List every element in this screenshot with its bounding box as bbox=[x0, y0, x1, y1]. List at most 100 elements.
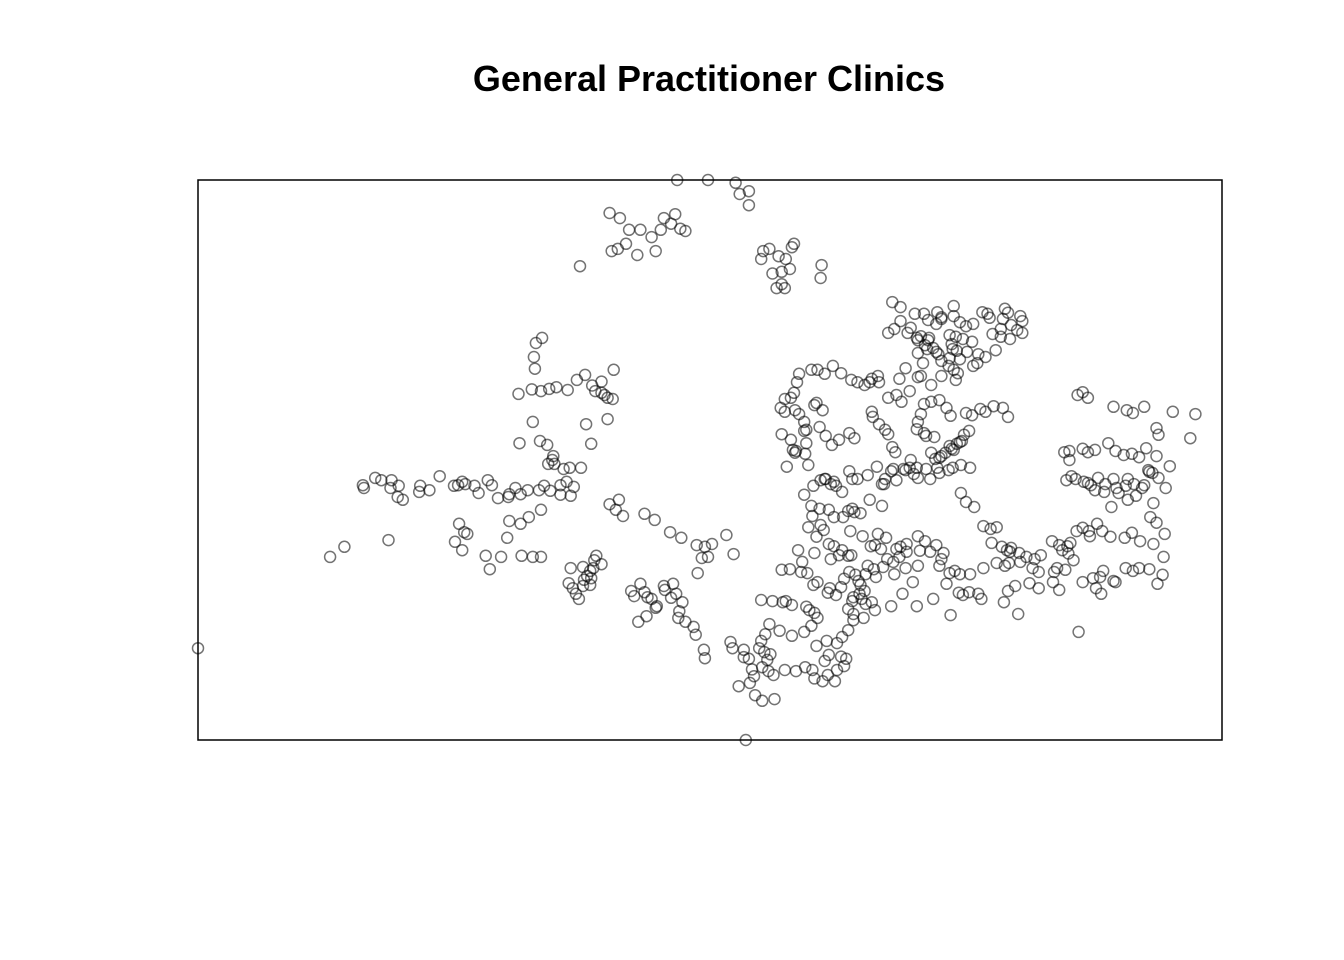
clinic-point bbox=[528, 362, 542, 375]
clinic-point bbox=[899, 361, 912, 375]
clinic-point bbox=[609, 503, 623, 517]
clinic-point bbox=[526, 550, 540, 564]
clinic-point bbox=[605, 244, 618, 258]
clinic-point bbox=[645, 230, 658, 244]
clinic-point bbox=[598, 388, 611, 402]
clinic-point bbox=[903, 384, 916, 398]
clinic-point bbox=[829, 588, 843, 602]
clinic-point bbox=[770, 281, 783, 295]
clinic-point bbox=[1082, 524, 1096, 538]
clinic-point bbox=[933, 559, 946, 573]
clinic-point bbox=[949, 373, 963, 387]
clinic-point bbox=[767, 668, 780, 682]
clinic-point bbox=[491, 491, 505, 505]
clinic-point bbox=[1105, 500, 1118, 514]
clinic-point bbox=[875, 499, 889, 513]
clinic-point bbox=[357, 481, 371, 495]
clinic-point bbox=[1121, 493, 1135, 507]
clinic-point bbox=[754, 634, 768, 648]
clinic-point bbox=[455, 475, 469, 489]
clinic-point bbox=[834, 650, 848, 663]
clinic-point bbox=[649, 244, 662, 258]
clinic-point bbox=[843, 464, 856, 478]
clinic-point bbox=[811, 611, 824, 625]
clinic-point bbox=[1143, 562, 1156, 576]
clinic-point bbox=[752, 641, 766, 655]
clinic-point bbox=[515, 549, 528, 563]
clinic-point bbox=[550, 380, 563, 394]
clinic-point bbox=[962, 585, 976, 599]
clinic-point bbox=[1072, 625, 1085, 639]
clinic-point bbox=[1151, 577, 1164, 591]
clinic-point bbox=[906, 575, 920, 589]
clinic-point bbox=[1157, 550, 1170, 564]
clinic-point bbox=[822, 648, 836, 662]
clinic-point bbox=[747, 669, 761, 683]
clinic-point bbox=[1011, 607, 1025, 621]
clinic-point bbox=[972, 347, 985, 361]
clinic-point bbox=[943, 566, 956, 580]
clinic-point bbox=[890, 542, 903, 556]
clinic-point bbox=[975, 592, 988, 606]
clinic-point bbox=[828, 674, 842, 688]
clinic-point bbox=[894, 300, 907, 314]
clinic-point bbox=[527, 350, 541, 364]
clinic-point bbox=[1133, 534, 1147, 548]
clinic-point bbox=[911, 559, 925, 573]
clinic-point bbox=[755, 694, 769, 708]
clinic-point bbox=[945, 337, 958, 351]
clinic-point bbox=[657, 211, 671, 225]
clinic-point bbox=[1045, 534, 1059, 548]
clinic-point bbox=[562, 576, 575, 590]
clinic-point bbox=[472, 486, 485, 500]
clinic-point bbox=[595, 386, 608, 400]
clinic-point bbox=[664, 591, 678, 605]
clinic-point bbox=[675, 531, 688, 545]
clinic-point bbox=[822, 537, 836, 551]
clinic-point bbox=[795, 555, 809, 569]
clinic-point bbox=[857, 611, 870, 625]
clinic-point bbox=[1107, 574, 1120, 588]
clinic-point bbox=[754, 593, 768, 607]
clinic-point bbox=[956, 332, 970, 346]
clinic-point bbox=[554, 478, 567, 492]
clinic-point bbox=[622, 223, 636, 237]
clinic-point bbox=[384, 481, 397, 495]
clinic-point bbox=[887, 462, 900, 476]
clinic-point bbox=[1159, 481, 1172, 495]
clinic-point bbox=[664, 217, 678, 230]
clinic-point bbox=[778, 392, 792, 406]
clinic-point bbox=[412, 485, 426, 499]
clinic-point bbox=[567, 480, 581, 494]
clinic-point bbox=[541, 457, 555, 471]
clinic-point bbox=[1107, 400, 1120, 414]
clinic-point bbox=[1083, 529, 1097, 543]
clinic-point bbox=[845, 548, 858, 562]
clinic-point bbox=[943, 351, 956, 365]
clinic-point bbox=[826, 359, 840, 373]
clinic-point bbox=[1132, 561, 1146, 575]
clinic-point bbox=[1063, 444, 1076, 458]
clinic-point bbox=[861, 559, 874, 573]
clinic-point bbox=[802, 458, 815, 472]
clinic-point bbox=[720, 528, 733, 542]
clinic-point bbox=[1062, 547, 1075, 560]
clinic-point bbox=[888, 567, 901, 581]
clinic-point bbox=[856, 529, 869, 543]
clinic-point bbox=[1119, 479, 1132, 493]
clinic-point bbox=[1076, 521, 1089, 535]
clinic-point bbox=[930, 538, 943, 552]
clinic-point bbox=[808, 672, 821, 685]
clinic-point bbox=[894, 314, 907, 328]
clinic-point bbox=[695, 551, 709, 565]
clinic-point bbox=[1076, 575, 1089, 589]
clinic-point bbox=[739, 733, 753, 747]
clinic-point bbox=[954, 458, 968, 472]
clinic-point bbox=[632, 615, 645, 629]
clinic-point bbox=[522, 510, 536, 524]
clinic-point bbox=[963, 461, 977, 475]
clinic-point bbox=[588, 553, 601, 567]
clinic-point bbox=[540, 438, 554, 452]
clinic-point bbox=[805, 363, 818, 377]
clinic-point bbox=[997, 595, 1011, 609]
